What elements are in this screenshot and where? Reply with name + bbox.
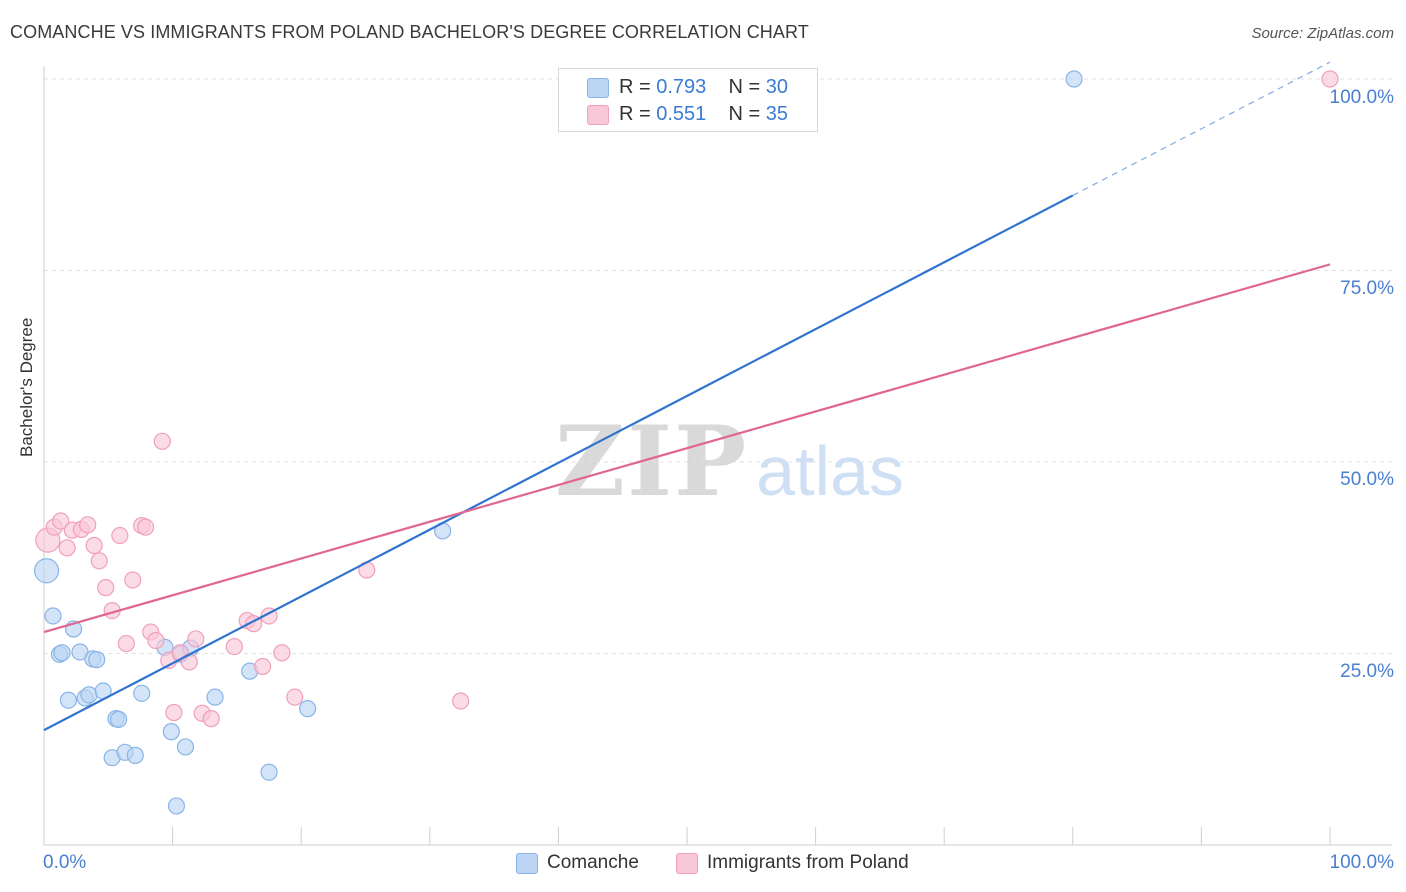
data-point-comanche-20: [167, 797, 186, 815]
data-point-poland-12: [117, 634, 135, 653]
data-point-comanche-24: [206, 688, 224, 706]
legend-swatch-poland: [587, 105, 609, 125]
data-point-comanche-3: [53, 644, 71, 662]
legend-label-comanche: Comanche: [547, 852, 639, 873]
trend-line-poland: [43, 263, 1331, 634]
legend-label-poland: Immigrants from Poland: [707, 852, 909, 873]
data-point-poland-9: [97, 579, 115, 597]
data-point-poland-25: [202, 710, 220, 728]
data-point-poland-13: [124, 571, 142, 589]
legend-n-value-poland: 35: [765, 103, 789, 125]
legend-swatch-comanche: [587, 78, 609, 98]
legend-r-label: R =: [619, 76, 651, 98]
watermark-zip: ZIP: [555, 405, 749, 518]
data-point-poland-17: [147, 631, 165, 650]
data-point-poland-8: [90, 552, 108, 570]
data-point-comanche-17: [133, 684, 151, 702]
legend-n-value-comanche: 30: [765, 76, 789, 98]
x-tick-label-0: 0.0%: [43, 852, 87, 873]
x-tick-label-100: 100.0%: [1329, 852, 1394, 873]
data-point-comanche-0: [33, 558, 60, 584]
data-point-comanche-26: [260, 763, 278, 781]
watermark: ZIP atlas: [555, 405, 904, 518]
source-label: Source: ZipAtlas.com: [1251, 25, 1394, 42]
data-point-comanche-10: [88, 651, 106, 669]
legend-r-label: R =: [619, 103, 651, 125]
data-point-poland-6: [79, 516, 97, 534]
data-point-poland-7: [85, 536, 103, 555]
correlation-legend: R = 0.793 N = 30 R = 0.551 N = 35: [558, 68, 818, 132]
y-tick-label-75: 75.0%: [1340, 278, 1394, 299]
data-point-comanche-16: [126, 746, 144, 764]
data-point-comanche-8: [80, 686, 98, 704]
trend-line-comanche: [43, 194, 1074, 732]
legend-n-label: N =: [728, 103, 761, 125]
legend-n-label: N =: [728, 76, 761, 98]
data-point-poland-2: [52, 512, 70, 530]
watermark-atlas: atlas: [756, 432, 905, 510]
legend-r-value-comanche: 0.793: [656, 76, 707, 98]
data-point-poland-35: [1321, 70, 1339, 88]
data-point-comanche-1: [44, 607, 62, 625]
y-axis-label: Bachelor's Degree: [17, 317, 36, 457]
data-point-poland-23: [187, 630, 205, 648]
y-tick-label-100: 100.0%: [1329, 87, 1394, 108]
trend-line-extension-comanche: [1072, 61, 1331, 196]
legend-swatch-poland: [676, 853, 698, 874]
legend-r-value-poland: 0.551: [656, 103, 707, 125]
data-point-poland-3: [58, 539, 76, 557]
data-point-comanche-14: [109, 710, 128, 728]
data-point-poland-11: [111, 526, 129, 545]
data-point-comanche-4: [59, 691, 78, 709]
data-point-poland-34: [452, 692, 470, 710]
data-point-poland-26: [225, 638, 243, 656]
data-point-poland-18: [153, 432, 171, 450]
data-point-comanche-22: [176, 738, 195, 756]
data-point-poland-31: [273, 644, 291, 662]
chart-title: COMANCHE VS IMMIGRANTS FROM POLAND BACHE…: [10, 22, 809, 42]
legend-swatch-comanche: [516, 853, 538, 874]
data-point-comanche-27: [299, 700, 317, 718]
y-tick-label-50: 50.0%: [1340, 469, 1394, 490]
data-point-comanche-19: [162, 723, 180, 741]
data-point-poland-15: [136, 518, 155, 536]
data-point-poland-32: [286, 688, 304, 706]
data-point-poland-20: [165, 703, 183, 722]
data-point-comanche-29: [1065, 70, 1083, 88]
data-point-poland-29: [254, 657, 272, 676]
y-tick-label-25: 25.0%: [1340, 661, 1394, 682]
